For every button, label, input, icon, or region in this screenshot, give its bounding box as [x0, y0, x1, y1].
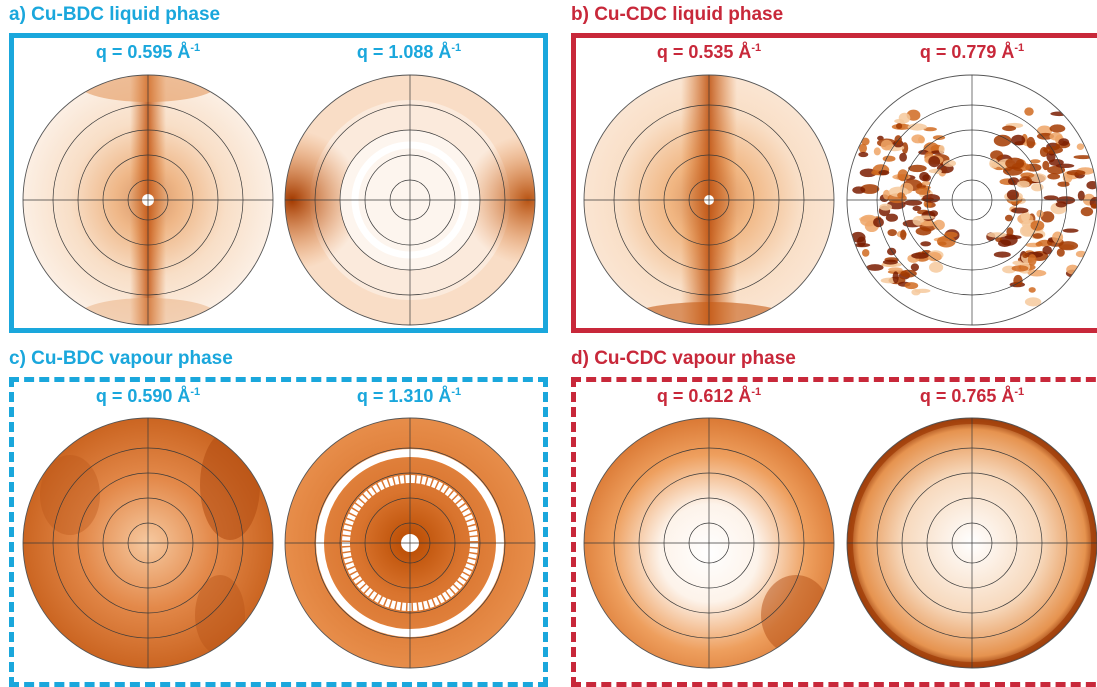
panel-b-q1-label: q = 0.535 Å-1	[656, 42, 762, 62]
panel-d-title: d) Cu-CDC vapour phase	[571, 348, 796, 369]
panel-b-q2-label: q = 0.779 Å-1	[919, 42, 1025, 62]
panel-b-title: b) Cu-CDC liquid phase	[571, 4, 784, 25]
panel-a-q1-label: q = 0.595 Å-1	[95, 42, 201, 62]
polar-plot-b1	[583, 74, 835, 326]
panel-a-title: a) Cu-BDC liquid phase	[9, 4, 221, 25]
panel-a-q2-label: q = 1.088 Å-1	[356, 42, 462, 62]
polar-plot-c1	[22, 417, 274, 669]
panel-c-q2-label: q = 1.310 Å-1	[356, 386, 462, 406]
panel-b-frame	[571, 33, 1097, 333]
panel-a-frame	[9, 33, 548, 333]
polar-plot-d2	[846, 417, 1097, 669]
polar-plot-b2	[846, 74, 1097, 326]
panel-c-q1-label: q = 0.590 Å-1	[95, 386, 201, 406]
polar-plot-c2	[284, 417, 536, 669]
polar-plot-d1	[583, 417, 835, 669]
polar-plot-a2	[284, 74, 536, 326]
panel-d-q1-label: q = 0.612 Å-1	[656, 386, 762, 406]
panel-c-title: c) Cu-BDC vapour phase	[9, 348, 233, 369]
polar-plot-a1	[22, 74, 274, 326]
panel-d-q2-label: q = 0.765 Å-1	[919, 386, 1025, 406]
